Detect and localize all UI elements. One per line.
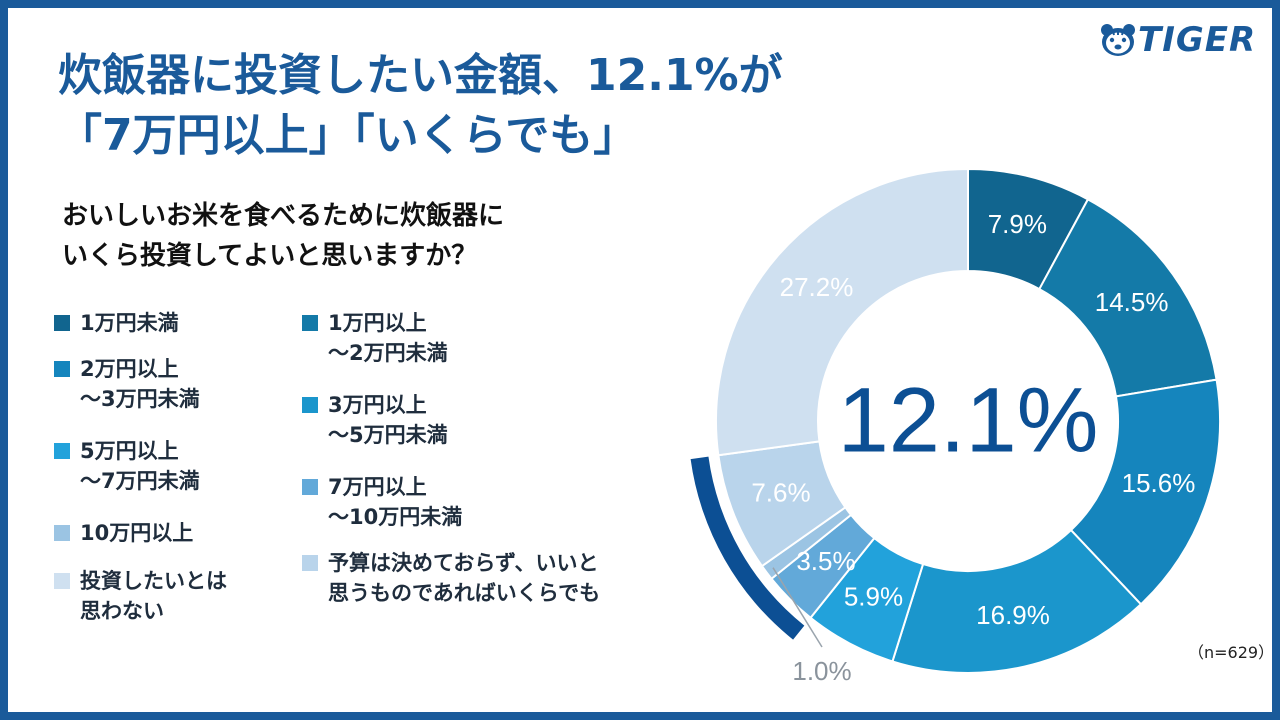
- legend-swatch: [54, 361, 70, 377]
- legend-label: 投資したいとは 思わない: [80, 566, 227, 626]
- legend-label-line: 予算は決めておらず、いいと: [328, 551, 599, 575]
- page-title: 炊飯器に投資したい金額、12.1%が 「7万円以上」「いくらでも」: [58, 46, 783, 166]
- legend-label-line: ～7万円未満: [80, 469, 200, 493]
- legend-swatch: [54, 443, 70, 459]
- slice-label: 1.0%: [792, 656, 851, 686]
- legend-swatch: [302, 397, 318, 413]
- legend-swatch: [302, 555, 318, 571]
- tiger-face-icon: [1101, 24, 1135, 56]
- center-label: 12.1%: [838, 369, 1099, 471]
- legend-label-line: 7万円以上: [328, 475, 427, 499]
- legend-label-line: 思わない: [80, 599, 164, 623]
- slice-label: 14.5%: [1095, 287, 1169, 317]
- slice-label: 3.5%: [796, 546, 855, 576]
- legend-swatch: [302, 315, 318, 331]
- title-line-1: 炊飯器に投資したい金額、12.1%が: [58, 50, 783, 101]
- legend-label-line: ～2万円未満: [328, 341, 448, 365]
- legend-item: 投資したいとは 思わない: [54, 566, 227, 626]
- highlight-arc: [690, 456, 805, 640]
- legend-label-line: 10万円以上: [80, 521, 194, 545]
- legend-label: 5万円以上 ～7万円未満: [80, 436, 200, 496]
- slice-label: 7.9%: [988, 209, 1047, 239]
- legend-label: 1万円以上 ～2万円未満: [328, 308, 448, 368]
- slice-label: 7.6%: [751, 478, 810, 508]
- legend-swatch: [302, 479, 318, 495]
- legend-label: 1万円未満: [80, 308, 179, 338]
- tiger-logo: TIGER: [1098, 20, 1256, 60]
- legend-label: 3万円以上 ～5万円未満: [328, 390, 448, 450]
- legend-label: 2万円以上 ～3万円未満: [80, 354, 200, 414]
- legend-swatch: [54, 315, 70, 331]
- slice-label: 5.9%: [844, 581, 903, 611]
- legend-label: 7万円以上 ～10万円未満: [328, 472, 462, 532]
- legend-label-line: ～10万円未満: [328, 505, 463, 529]
- legend-label: 予算は決めておらず、いいと 思うものであればいくらでも: [328, 548, 600, 608]
- legend-item: 7万円以上 ～10万円未満: [302, 472, 462, 532]
- legend-item: 3万円以上 ～5万円未満: [302, 390, 448, 450]
- donut-slice: [715, 167, 969, 457]
- legend-item: 1万円以上 ～2万円未満: [302, 308, 448, 368]
- donut-slice: [891, 528, 1143, 674]
- label-leader-line: [772, 567, 823, 648]
- legend-label-line: 投資したいとは: [80, 569, 227, 593]
- slice-label: 16.9%: [976, 600, 1050, 630]
- legend-swatch: [54, 573, 70, 589]
- legend-item: 1万円未満: [54, 308, 179, 338]
- legend-item: 10万円以上: [54, 518, 193, 548]
- slice-label: 27.2%: [780, 272, 854, 302]
- legend-swatch: [54, 525, 70, 541]
- donut-chart: 7.9% 14.5% 15.6% 16.9% 5.9% 3.5% 1.0% 7.6% 27.2%…: [690, 167, 1221, 686]
- legend-label-line: 1万円以上: [328, 311, 427, 335]
- legend-label-line: 2万円以上: [80, 357, 179, 381]
- question-line-1: おいしいお米を食べるために炊飯器に: [62, 201, 505, 231]
- legend-label-line: 思うものであればいくらでも: [328, 581, 601, 605]
- survey-question: おいしいお米を食べるために炊飯器に いくら投資してよいと思いますか？: [62, 196, 504, 276]
- legend-label-line: 5万円以上: [80, 439, 179, 463]
- legend-label-line: ～3万円未満: [80, 387, 200, 411]
- logo-text: TIGER: [1138, 20, 1257, 60]
- infographic-frame: TIGER 炊飯器に投資したい金額、12.1%が 「7万円以上」「いくらでも」 …: [8, 8, 1272, 712]
- legend-label: 10万円以上: [80, 518, 193, 548]
- legend-item: 予算は決めておらず、いいと 思うものであればいくらでも: [302, 548, 600, 608]
- legend-label-line: ～5万円未満: [328, 423, 448, 447]
- title-line-2: 「7万円以上」「いくらでも」: [58, 110, 638, 161]
- legend-label-line: 1万円未満: [80, 311, 179, 335]
- legend-item: 5万円以上 ～7万円未満: [54, 436, 200, 496]
- question-line-2: いくら投資してよいと思いますか？: [62, 241, 478, 271]
- slice-label: 15.6%: [1122, 468, 1196, 498]
- sample-size: （n=629）: [1188, 643, 1272, 662]
- legend-label-line: 3万円以上: [328, 393, 427, 417]
- legend-item: 2万円以上 ～3万円未満: [54, 354, 200, 414]
